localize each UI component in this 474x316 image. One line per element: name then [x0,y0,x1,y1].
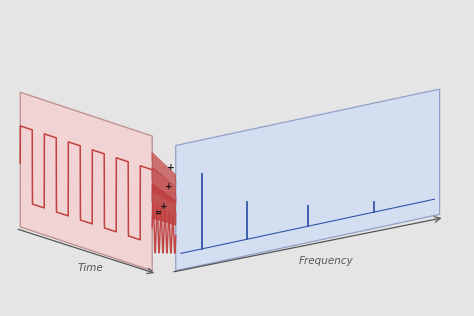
Polygon shape [176,89,439,271]
Text: +: + [165,182,173,191]
Text: Frequency: Frequency [299,256,354,266]
Text: +: + [167,163,175,172]
Text: Time: Time [78,263,104,273]
Polygon shape [20,92,152,271]
Text: +: + [160,202,168,211]
Text: =: = [154,209,161,218]
